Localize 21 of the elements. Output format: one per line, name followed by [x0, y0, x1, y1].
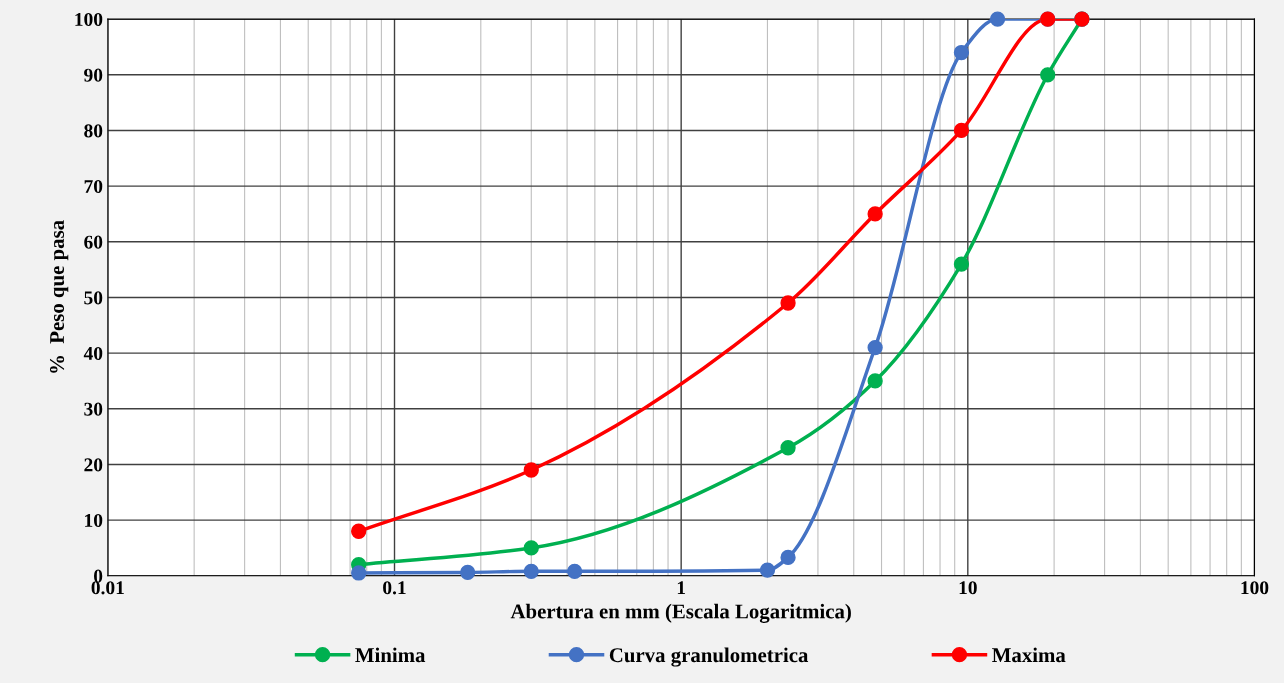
y-tick-label: 30 [84, 402, 103, 416]
x-axis-title: Abertura en mm (Escala Logaritmica) [510, 603, 851, 623]
y-axis-title: % Peso que pasa [49, 220, 69, 373]
legend-label: Maxima [992, 647, 1066, 663]
y-tick-label: 100 [75, 12, 103, 27]
y-tick-label: 50 [84, 291, 103, 305]
x-tick-label: 100 [1241, 581, 1269, 595]
y-tick-label: 70 [84, 179, 103, 194]
y-tick-label: 60 [84, 235, 103, 249]
y-tick-label: 80 [84, 124, 103, 138]
x-tick-label: 0.01 [91, 581, 124, 595]
x-tick-label: 1 [677, 581, 686, 595]
legend-label: Minima [355, 647, 426, 663]
y-tick-label: 40 [83, 346, 103, 361]
x-tick-label: 10 [959, 581, 977, 595]
legend-label: Curva granulometrica [609, 647, 809, 667]
y-tick-label: 0 [94, 569, 103, 583]
x-tick-label: 0.1 [383, 581, 406, 595]
y-tick-label: 20 [84, 458, 103, 472]
y-tick-label: 90 [84, 68, 103, 82]
y-tick-label: 10 [85, 513, 103, 528]
